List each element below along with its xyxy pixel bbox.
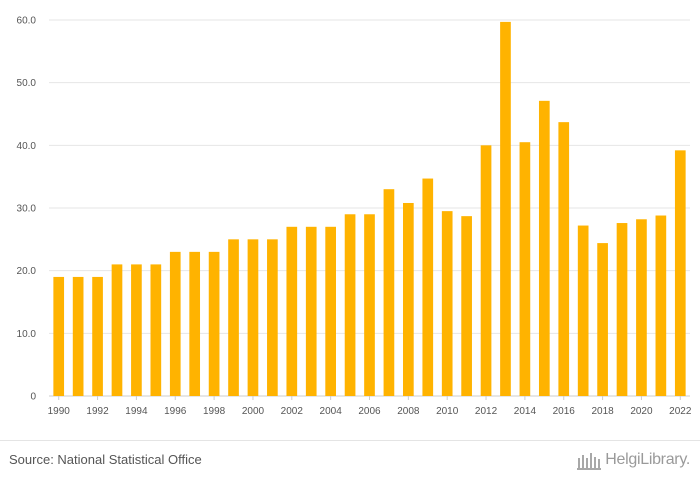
bar-1994[interactable] [131, 264, 142, 396]
helgi-library-logo[interactable]: HelgiLibrary. [577, 450, 690, 470]
bar-2008[interactable] [403, 202, 414, 396]
x-tick-label: 1990 [48, 406, 71, 417]
x-tick-label: 1992 [86, 406, 109, 417]
bar-2006[interactable] [364, 214, 375, 396]
bar-2010[interactable] [441, 211, 453, 396]
x-tick-label: 2016 [553, 406, 576, 417]
x-tick-label: 2018 [591, 406, 614, 417]
bar-1995[interactable] [150, 264, 162, 396]
library-building-icon [577, 453, 602, 470]
x-tick-label: 1994 [125, 406, 148, 417]
bar-1996[interactable] [169, 251, 181, 396]
bar-2009[interactable] [422, 178, 434, 396]
bar-2018[interactable] [597, 243, 608, 396]
x-tick-label: 2002 [281, 406, 304, 417]
bar-chart: 010.020.030.040.050.060.0 1990 1992 1994 19… [17, 16, 692, 418]
bar-2011[interactable] [461, 216, 472, 396]
y-tick-label: 40.0 [17, 141, 37, 152]
bar-2005[interactable] [344, 214, 356, 396]
bar-1997[interactable] [189, 251, 201, 396]
bar-1998[interactable] [208, 251, 220, 396]
bar-2014[interactable] [519, 142, 531, 396]
x-tick-label: 2004 [320, 406, 343, 417]
bar-2012[interactable] [480, 145, 492, 396]
bar-1993[interactable] [111, 264, 123, 396]
x-tick-label: 2010 [436, 406, 459, 417]
bar-2000[interactable] [247, 239, 259, 396]
bars [53, 21, 686, 396]
bar-2020[interactable] [636, 219, 647, 396]
bar-2007[interactable] [383, 189, 395, 396]
bar-2017[interactable] [577, 225, 589, 396]
y-axis-ticks: 0 10.0 20.0 30.0 40.0 50.0 60.0 [17, 16, 37, 403]
y-tick-label: 0 [30, 392, 36, 403]
bar-2021[interactable] [655, 215, 667, 396]
footer: Source: National Statistical Office Helg… [0, 440, 700, 483]
x-tick-label: 2012 [475, 406, 498, 417]
bar-2016[interactable] [558, 122, 570, 396]
y-tick-label: 50.0 [17, 78, 37, 89]
x-axis-ticks: 1990 1992 1994 1996 1998 2000 2002 2004 2006 2008… [48, 396, 692, 417]
y-tick-label: 30.0 [17, 204, 37, 215]
x-tick-label: 2022 [669, 406, 692, 417]
y-tick-label: 60.0 [17, 16, 37, 27]
x-tick-label: 2008 [397, 406, 420, 417]
bar-2002[interactable] [286, 226, 298, 396]
x-tick-label: 1996 [164, 406, 187, 417]
x-tick-label: 2000 [242, 406, 265, 417]
bar-2001[interactable] [267, 239, 278, 396]
bar-1992[interactable] [92, 276, 103, 396]
source-note: Source: National Statistical Office [9, 452, 202, 467]
bar-2019[interactable] [616, 223, 628, 396]
y-tick-label: 10.0 [17, 329, 37, 340]
bar-1991[interactable] [72, 276, 84, 396]
bar-2004[interactable] [325, 226, 336, 396]
bar-1990[interactable] [53, 276, 65, 396]
bar-2013[interactable] [500, 21, 511, 396]
x-tick-label: 2006 [358, 406, 381, 417]
y-tick-label: 20.0 [17, 266, 37, 277]
bar-2003[interactable] [305, 226, 317, 396]
bar-2015[interactable] [538, 100, 550, 396]
x-tick-label: 2014 [514, 406, 537, 417]
bar-1999[interactable] [228, 239, 239, 396]
logo-text: HelgiLibrary. [605, 451, 690, 468]
x-tick-label: 2020 [630, 406, 653, 417]
x-tick-label: 1998 [203, 406, 226, 417]
bar-2022[interactable] [674, 150, 686, 396]
